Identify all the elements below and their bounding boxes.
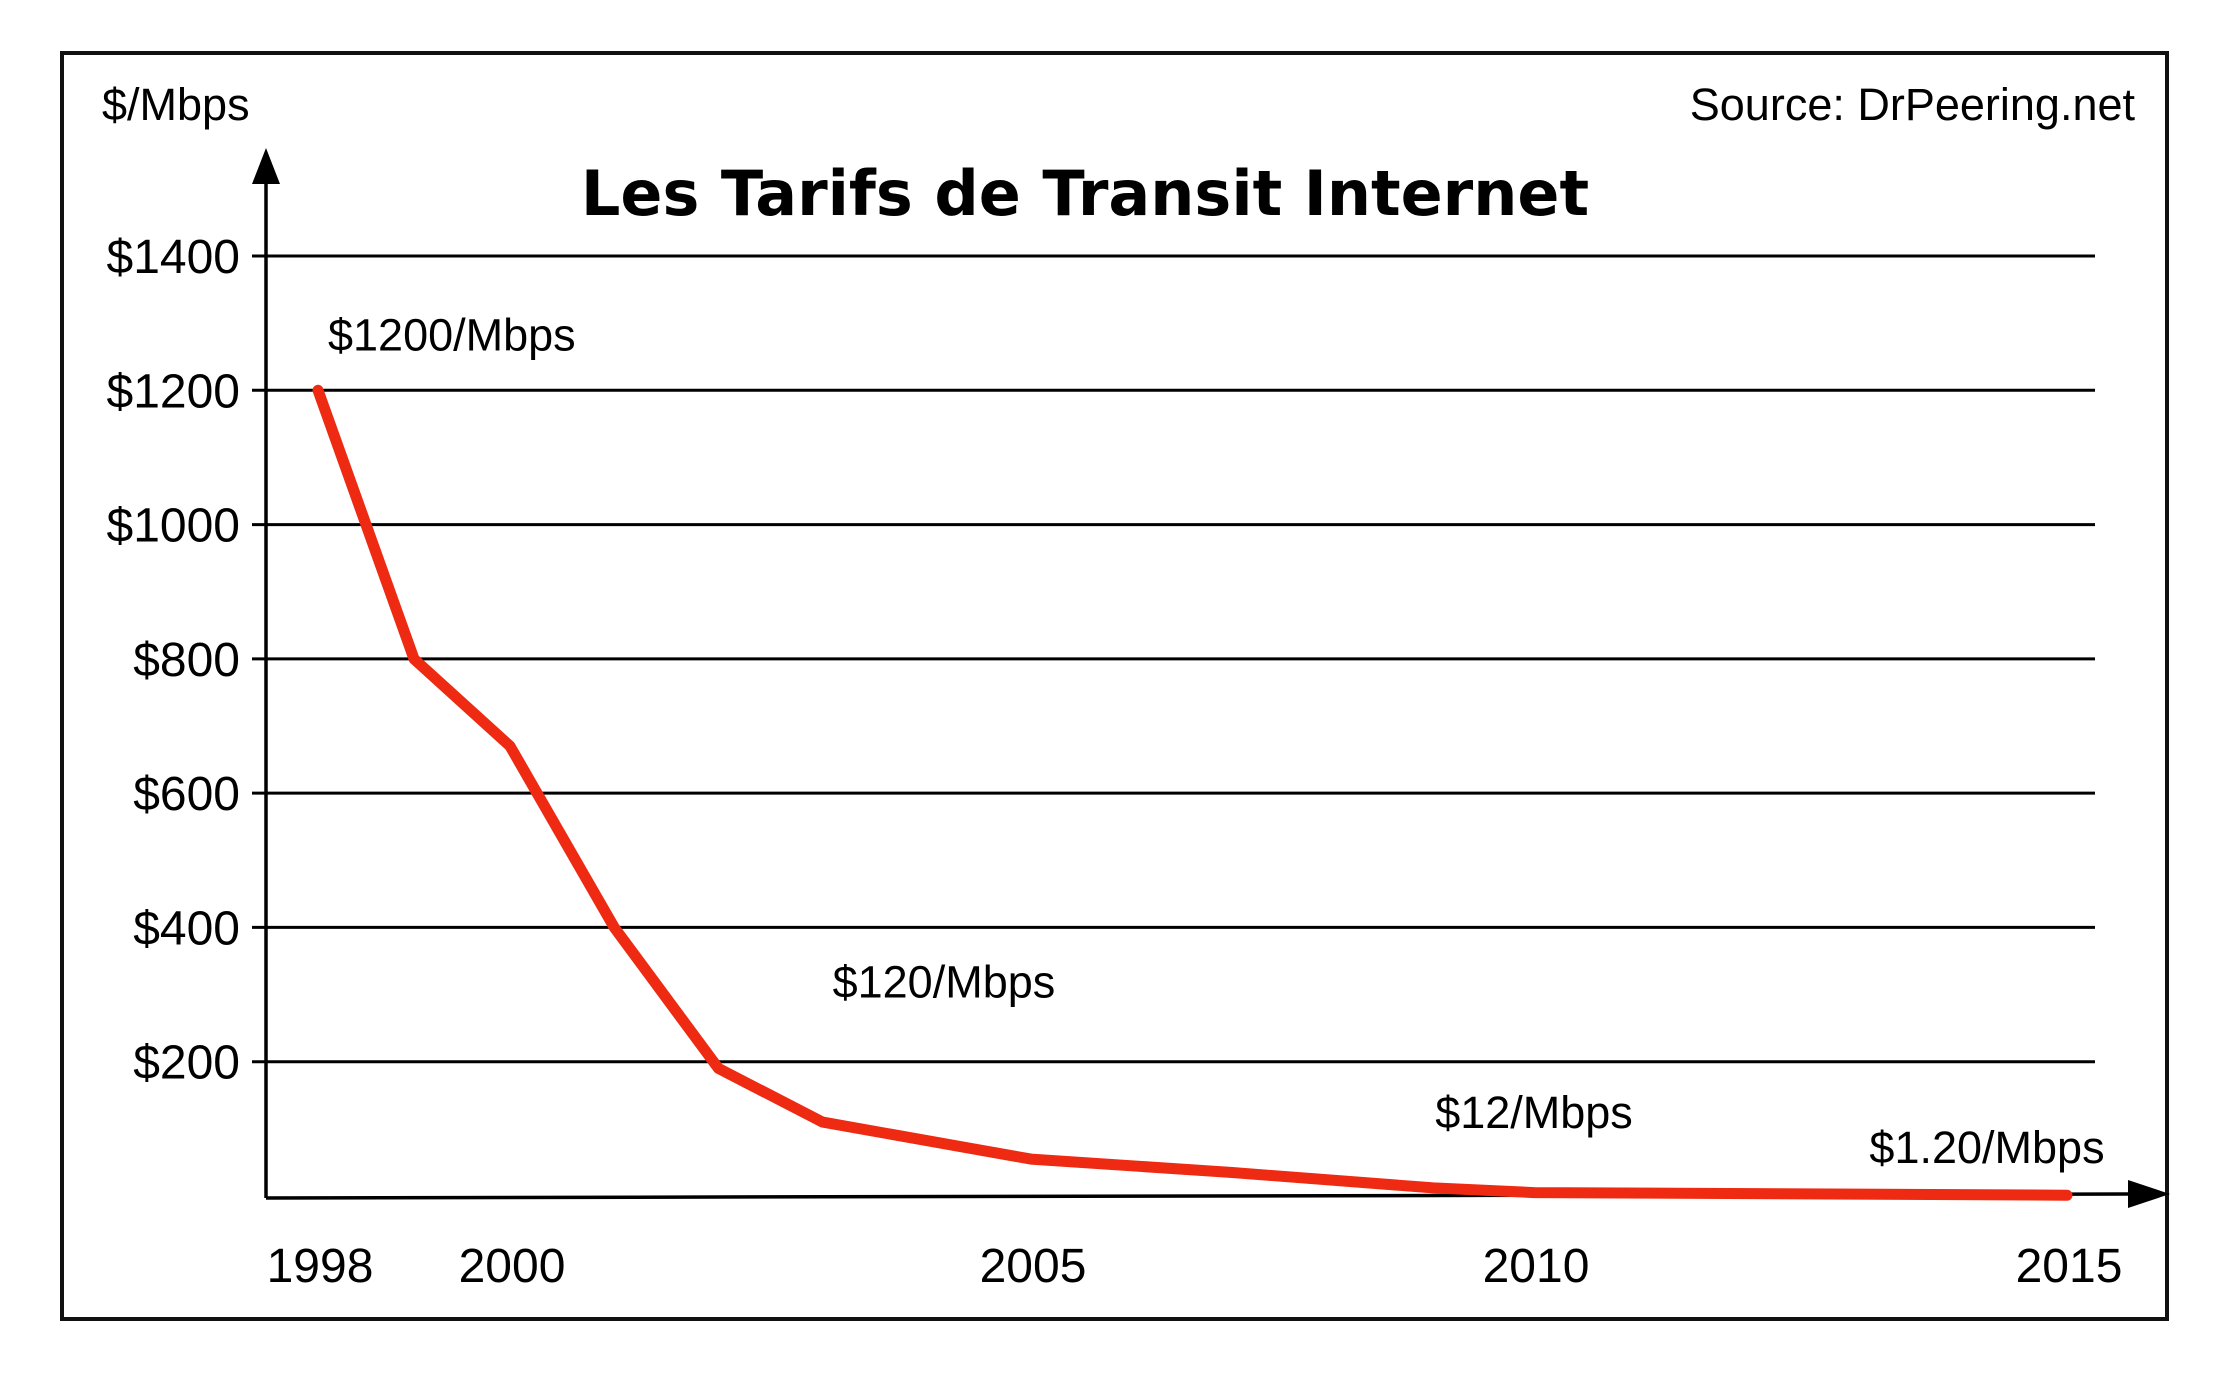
x-axis-arrowhead: [2128, 1180, 2170, 1208]
y-axis-arrowhead: [252, 148, 280, 184]
y-tick-labels: $200 $400 $600 $800 $1000 $1200 $1400: [107, 231, 240, 1090]
series-line: [312, 384, 2073, 1201]
y-tick-label: $800: [133, 634, 240, 687]
price-annotations: $1200/Mbps $120/Mbps $12/Mbps $1.20/Mbps: [328, 309, 2105, 1173]
x-tick-labels: 1998 2000 2005 2010 2015: [267, 1240, 2123, 1293]
y-tick-label: $1400: [107, 231, 240, 284]
price-annotation: $1.20/Mbps: [1869, 1122, 2104, 1173]
y-tick-label: $1000: [107, 500, 240, 553]
y-axis-unit-label: $/Mbps: [102, 79, 250, 130]
x-tick-label: 2005: [980, 1240, 1087, 1293]
x-tick-label: 2000: [459, 1240, 566, 1293]
y-tick-label: $400: [133, 902, 240, 955]
source-label: Source: DrPeering.net: [1690, 79, 2136, 130]
y-tick-label: $1200: [107, 365, 240, 418]
price-annotation: $12/Mbps: [1435, 1087, 1633, 1138]
y-tick-label: $200: [133, 1037, 240, 1090]
chart-frame: [60, 51, 2169, 1321]
y-tick-label: $600: [133, 768, 240, 821]
price-annotation: $120/Mbps: [833, 956, 1056, 1007]
series-lines: [312, 384, 2073, 1201]
x-tick-label: 2010: [1483, 1240, 1590, 1293]
chart-title: Les Tarifs de Transit Internet: [581, 157, 1589, 230]
price-annotation: $1200/Mbps: [328, 309, 576, 360]
gridlines: [252, 254, 2095, 1064]
x-tick-label: 2015: [2016, 1240, 2123, 1293]
x-tick-label: 1998: [267, 1240, 374, 1293]
